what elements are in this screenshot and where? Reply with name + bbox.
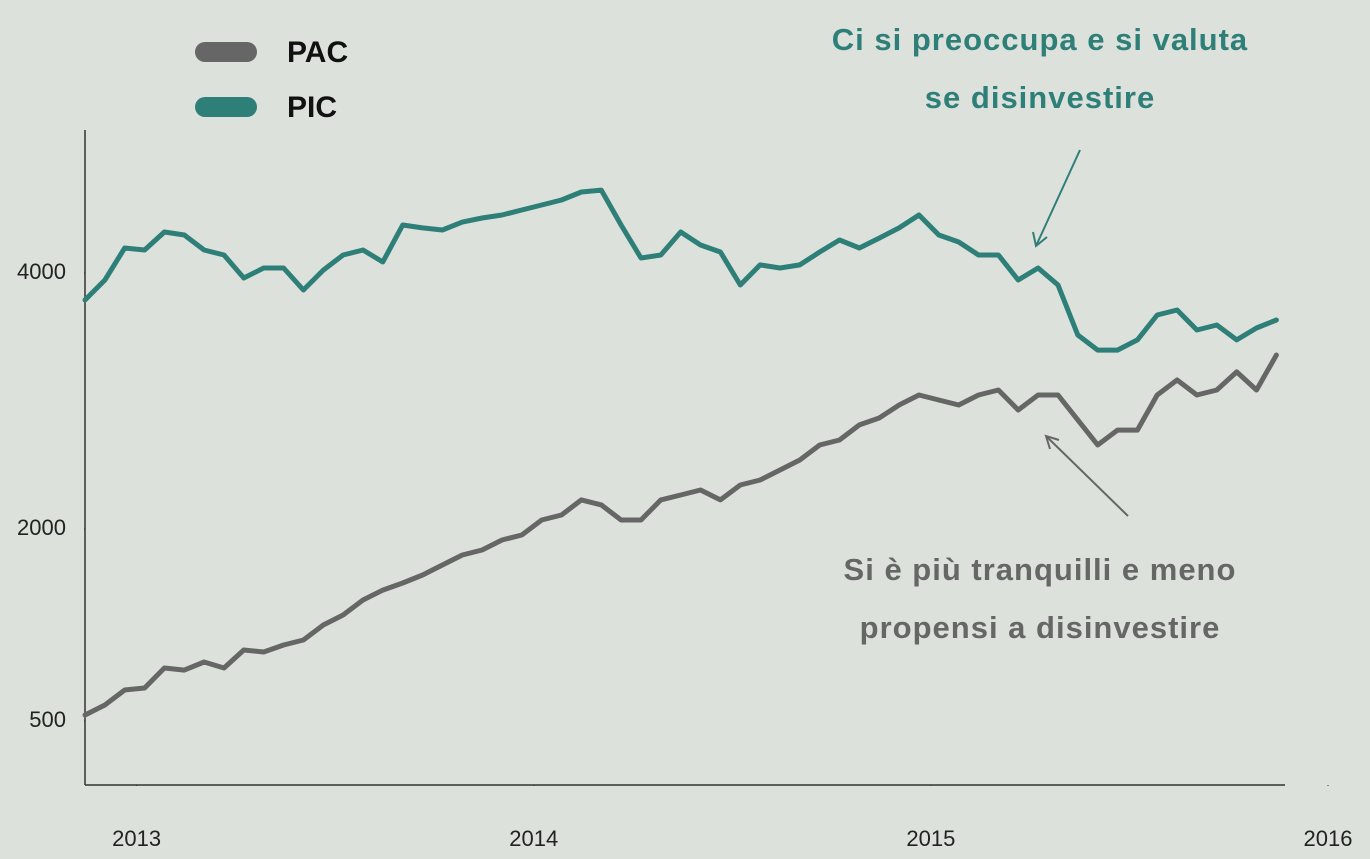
legend-label: PIC (287, 91, 337, 124)
x-tick-label: 2015 (906, 826, 955, 851)
line (82, 187, 1279, 353)
annotation: se disinvestire (925, 80, 1155, 115)
x-tick-label: 2013 (112, 826, 161, 851)
annotation: propensi a disinvestire (860, 610, 1221, 645)
annotation: Ci si preoccupa e si valuta (832, 22, 1248, 57)
line (82, 352, 1279, 718)
annotation-arrows (1032, 149, 1129, 517)
arrow (1035, 149, 1081, 247)
y-tick-label: 4000 (17, 259, 66, 284)
x-tick-label: 2016 (1304, 826, 1353, 851)
arrow (1045, 435, 1129, 517)
y-tick-label: 2000 (17, 515, 66, 540)
legend-swatch (195, 97, 257, 117)
annotation: Si è più tranquilli e meno (844, 552, 1237, 587)
y-tick-label: 500 (29, 707, 66, 732)
legend-swatch (195, 42, 257, 62)
legend-label: PAC (287, 36, 348, 69)
x-tick-label: 2014 (509, 826, 558, 851)
arrow-head (1032, 231, 1048, 248)
arrow-head (1044, 434, 1060, 450)
